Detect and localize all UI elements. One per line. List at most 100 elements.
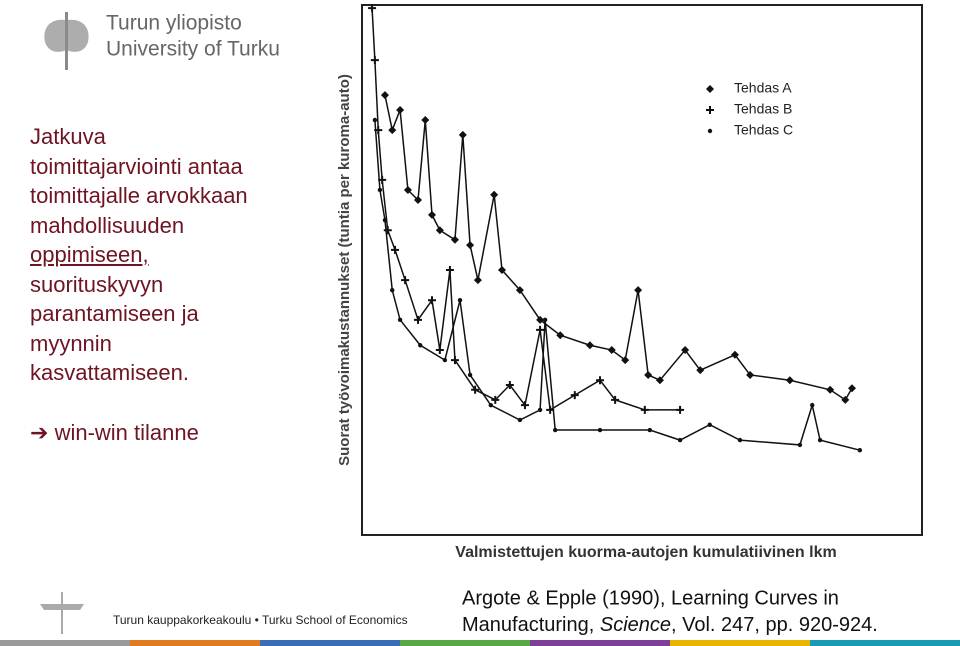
conclusion: ➔ win-win tilanne (30, 420, 199, 446)
point (696, 366, 705, 375)
logo-text: Turun yliopisto (106, 12, 242, 35)
point (706, 106, 714, 114)
point (634, 286, 643, 295)
point (607, 346, 616, 355)
bottom-strip (0, 640, 960, 646)
point (570, 391, 579, 400)
point (428, 210, 436, 219)
point (556, 331, 565, 340)
point (857, 448, 863, 453)
legend-label: Tehdas B (734, 101, 792, 117)
point (553, 427, 558, 433)
point (396, 105, 405, 114)
point (810, 402, 815, 408)
body-text: Jatkuva toimittajarviointi antaa toimitt… (30, 122, 248, 388)
point (537, 407, 543, 413)
point (428, 296, 436, 305)
point (505, 381, 514, 390)
body-line: kasvattamiseen. (30, 360, 189, 385)
point (644, 370, 653, 379)
point (488, 402, 493, 408)
point (707, 422, 712, 427)
arrow: ➔ (30, 420, 49, 445)
point (388, 126, 397, 135)
series-line (371, 8, 681, 412)
point (611, 395, 620, 404)
y-axis-label: Suorat työvoimakustannukset (tuntia per … (336, 74, 353, 466)
legend-marker (706, 85, 714, 93)
point (677, 437, 683, 443)
legend-label: Tehdas C (734, 122, 793, 138)
point (841, 395, 850, 404)
point (585, 341, 594, 350)
point (848, 384, 856, 393)
point (466, 241, 475, 250)
point (380, 91, 389, 100)
point (414, 196, 422, 205)
point (401, 276, 410, 285)
point (450, 235, 459, 244)
logo-text: University of Turku (106, 38, 280, 61)
point (457, 298, 463, 303)
point (746, 370, 755, 379)
legend-marker (707, 128, 713, 134)
point (414, 315, 422, 324)
body-line: oppimiseen, (30, 242, 149, 267)
point (458, 130, 467, 139)
point (536, 325, 545, 334)
body-line: Jatkuva (30, 124, 106, 149)
point (785, 376, 794, 385)
point (655, 376, 664, 385)
citation-journal: Science (600, 614, 671, 636)
citation-part: Manufacturing, (462, 614, 600, 636)
logo (44, 12, 89, 70)
point (640, 405, 649, 414)
point (647, 427, 653, 433)
point (596, 376, 604, 385)
x-axis-label: Valmistettujen kuorma-autojen kumulatiiv… (455, 544, 836, 561)
point (737, 437, 743, 443)
body-line: parantamiseen ja (30, 301, 199, 326)
legend-marker (706, 106, 714, 114)
conclusion-text: win-win tilanne (54, 420, 199, 445)
point (445, 266, 454, 274)
point (707, 128, 713, 134)
point (370, 56, 379, 65)
point (597, 427, 603, 433)
point (797, 442, 803, 448)
point (676, 405, 685, 414)
point (403, 185, 412, 194)
point (372, 117, 378, 123)
body-line: toimittajalle arvokkaan (30, 183, 248, 208)
point (435, 226, 444, 235)
point (442, 357, 448, 363)
plot-frame (361, 4, 923, 536)
point (498, 266, 506, 274)
point (542, 317, 548, 323)
point (826, 385, 835, 394)
point (421, 116, 430, 125)
point (368, 4, 377, 13)
point (377, 187, 383, 193)
point (435, 346, 444, 355)
point (391, 245, 400, 254)
point (517, 417, 523, 423)
point (817, 437, 823, 443)
point (520, 401, 529, 410)
point (536, 315, 545, 324)
citation: Argote & Epple (1990), Learning Curves i… (462, 587, 839, 609)
citation-part: , Vol. 247, pp. 920-924. (671, 614, 878, 636)
point (450, 356, 459, 365)
point (397, 317, 403, 323)
point (491, 395, 500, 404)
point (390, 287, 395, 293)
point (515, 286, 524, 295)
point (490, 190, 499, 199)
point (681, 346, 690, 355)
citation: Manufacturing, Science, Vol. 247, pp. 92… (462, 614, 878, 636)
footer-logo (40, 592, 84, 634)
body-line: mahdollisuuden (30, 212, 185, 238)
point (473, 276, 482, 285)
